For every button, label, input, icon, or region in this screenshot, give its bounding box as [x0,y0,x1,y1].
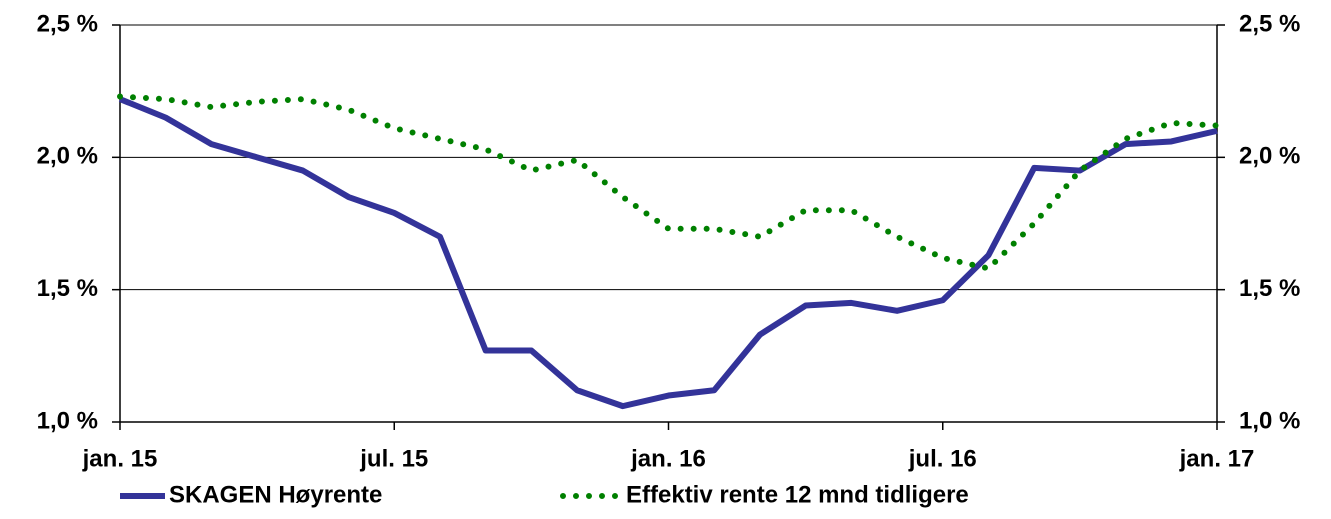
legend-label: SKAGEN Høyrente [169,481,382,508]
y-tick-label: 2,0 % [37,143,98,170]
y-tick-label: 2,5 % [37,10,98,37]
x-tick-label: jul. 15 [359,445,428,472]
series-line [118,96,1218,410]
x-tick-label: jan. 15 [82,445,158,472]
y2-tick-label: 1,5 % [1239,275,1300,302]
y2-tick-label: 2,0 % [1239,143,1300,170]
x-tick-label: jan. 16 [630,445,706,472]
x-tick-label: jan. 17 [1179,445,1255,472]
y2-tick-label: 1,0 % [1239,407,1300,434]
y2-tick-label: 2,5 % [1239,10,1300,37]
y-tick-label: 1,0 % [37,407,98,434]
series-line [117,93,1220,272]
legend-label: Effektiv rente 12 mnd tidligere [626,481,969,508]
y-tick-label: 1,5 % [37,275,98,302]
x-tick-label: jul. 16 [908,445,977,472]
